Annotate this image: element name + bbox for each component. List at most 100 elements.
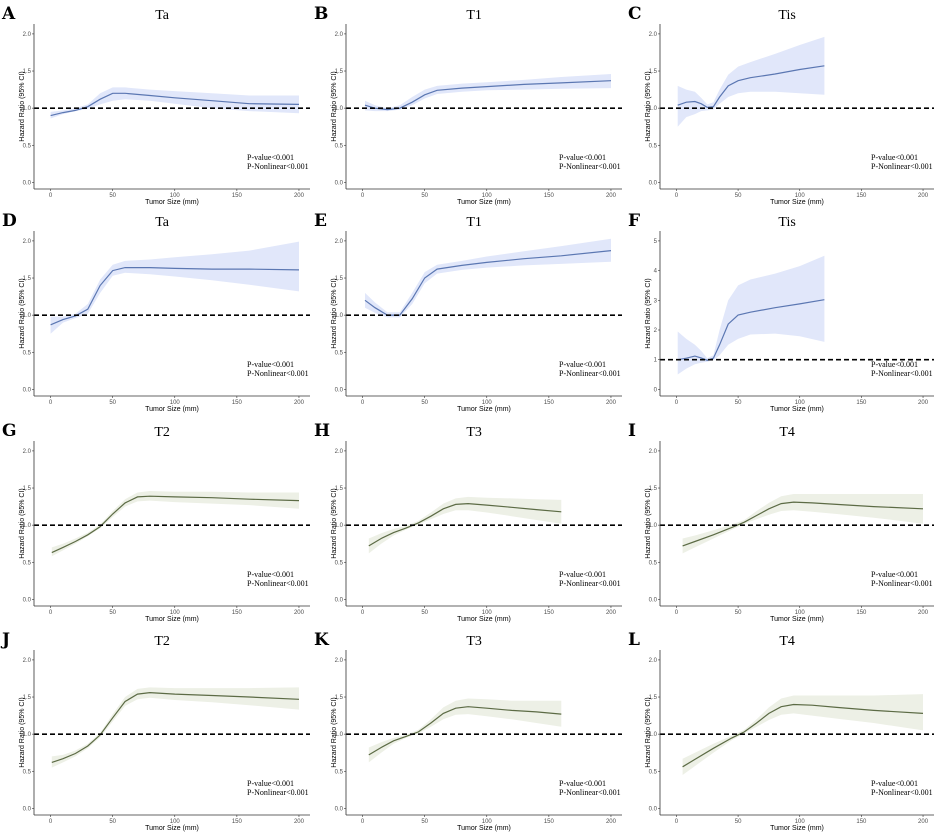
hazard-ratio-line <box>51 691 300 763</box>
ci-band <box>682 494 923 554</box>
x-tick-label: 0 <box>49 193 53 199</box>
y-tick-label: 2.0 <box>23 449 32 455</box>
hazard-ratio-line <box>682 703 924 768</box>
panel-j: 0.0 0.5 1.0 1.5 2.0 0 50 100 150 200 Tumor Size (m… <box>0 630 310 832</box>
panel-letter: D <box>2 211 17 231</box>
panel-h: 0.0 0.5 1.0 1.5 2.0 0 50 100 150 200 Tumor Size (m… <box>314 421 622 623</box>
x-tick-label: 100 <box>795 400 806 406</box>
x-tick-label: 150 <box>544 819 555 825</box>
x-tick-label: 0 <box>675 400 679 406</box>
hazard-ratio-line <box>682 501 924 547</box>
x-tick-label: 100 <box>482 400 493 406</box>
y-tick-label: 1.5 <box>335 695 344 701</box>
x-axis-title: Tumor Size (mm) <box>145 406 199 413</box>
x-tick-label: 0 <box>361 610 365 616</box>
x-tick-label: 100 <box>795 610 806 616</box>
x-tick-label: 150 <box>544 400 555 406</box>
panel-title: T4 <box>779 425 795 440</box>
x-tick-label: 100 <box>795 819 806 825</box>
panel-g: 0.0 0.5 1.0 1.5 2.0 0 50 100 150 200 Tumor Size (m… <box>2 421 310 623</box>
y-tick-label: 0.5 <box>335 143 344 149</box>
x-tick-label: 50 <box>421 193 428 199</box>
ci-band <box>50 87 299 119</box>
y-tick-label: 1.0 <box>649 106 658 112</box>
panel-l: 0.0 0.5 1.0 1.5 2.0 0 50 100 150 200 Tumor Size (m… <box>628 630 934 832</box>
x-tick-label: 100 <box>170 819 181 825</box>
y-tick-label: 1.0 <box>335 732 344 738</box>
y-tick-label: 0.0 <box>335 597 344 603</box>
x-tick-label: 150 <box>232 819 243 825</box>
p-value-text: P-value<0.001 <box>559 570 606 579</box>
x-tick-label: 50 <box>735 819 742 825</box>
x-tick-label: 50 <box>109 400 116 406</box>
y-axis-title: Hazard Ratio (95% CI) <box>19 697 26 767</box>
x-tick-label: 200 <box>606 400 617 406</box>
p-nonlinear-text: P-Nonlinear<0.001 <box>559 162 621 171</box>
x-tick-label: 200 <box>918 610 929 616</box>
hazard-ratio-line <box>51 495 300 554</box>
y-axis-title: Hazard Ratio (95% CI) <box>645 697 652 767</box>
x-tick-label: 50 <box>421 400 428 406</box>
x-tick-label: 100 <box>170 193 181 199</box>
x-axis-title: Tumor Size (mm) <box>457 199 511 206</box>
p-value-text: P-value<0.001 <box>871 779 918 788</box>
y-tick-label: 1.5 <box>23 69 32 75</box>
y-tick-label: 1.5 <box>335 276 344 282</box>
y-axis-title: Hazard Ratio (95% CI) <box>645 488 652 558</box>
y-tick-label: 2.0 <box>335 449 344 455</box>
p-nonlinear-text: P-Nonlinear<0.001 <box>871 579 933 588</box>
y-tick-label: 1.0 <box>23 523 32 529</box>
panel-title: T1 <box>466 215 482 230</box>
p-value-text: P-value<0.001 <box>871 153 918 162</box>
p-nonlinear-text: P-Nonlinear<0.001 <box>247 579 309 588</box>
y-tick-label: 1.0 <box>335 523 344 529</box>
p-nonlinear-text: P-Nonlinear<0.001 <box>871 162 933 171</box>
y-tick-label: 0.0 <box>649 597 658 603</box>
y-tick-label: 2.0 <box>649 32 658 38</box>
y-tick-label: 0.0 <box>649 180 658 186</box>
x-axis-title: Tumor Size (mm) <box>457 616 511 623</box>
x-tick-label: 200 <box>294 193 305 199</box>
x-axis-title: Tumor Size (mm) <box>770 825 824 832</box>
x-tick-label: 100 <box>482 193 493 199</box>
y-tick-label: 1.5 <box>335 69 344 75</box>
y-axis-title: Hazard Ratio (95% CI) <box>19 71 26 141</box>
y-tick-label: 1.5 <box>649 69 658 75</box>
p-nonlinear-text: P-Nonlinear<0.001 <box>247 162 309 171</box>
y-axis-title: Hazard Ratio (95% CI) <box>331 71 338 141</box>
y-tick-label: 0.5 <box>23 769 32 775</box>
panel-letter: H <box>314 421 330 441</box>
y-tick-label: 0.5 <box>335 350 344 356</box>
panel-letter: G <box>2 421 17 441</box>
x-tick-label: 200 <box>294 819 305 825</box>
x-tick-label: 50 <box>735 193 742 199</box>
p-value-text: P-value<0.001 <box>559 360 606 369</box>
x-axis-title: Tumor Size (mm) <box>145 616 199 623</box>
hazard-ratio-line <box>677 299 825 361</box>
panel-letter: E <box>314 211 327 231</box>
x-tick-label: 200 <box>918 193 929 199</box>
x-tick-label: 0 <box>361 400 365 406</box>
ci-band <box>682 694 923 775</box>
y-axis-title: Hazard Ratio (95% CI) <box>331 278 338 348</box>
p-value-text: P-value<0.001 <box>247 779 294 788</box>
y-tick-label: 4 <box>654 269 658 275</box>
hazard-ratio-line <box>50 267 300 326</box>
x-tick-label: 0 <box>361 193 365 199</box>
y-tick-label: 0.0 <box>335 806 344 812</box>
y-axis-title: Hazard Ratio (95% CI) <box>331 697 338 767</box>
y-tick-label: 2.0 <box>335 32 344 38</box>
x-tick-label: 150 <box>856 193 867 199</box>
y-tick-label: 0.5 <box>23 143 32 149</box>
x-tick-label: 100 <box>170 610 181 616</box>
y-tick-label: 1.5 <box>23 276 32 282</box>
ci-band <box>677 36 825 127</box>
x-tick-label: 50 <box>109 819 116 825</box>
y-tick-label: 1.5 <box>23 486 32 492</box>
y-tick-label: 2.0 <box>649 658 658 664</box>
panel-b: 0.0 0.5 1.0 1.5 2.0 0 50 100 150 200 Tumor Size (m… <box>314 4 622 206</box>
x-axis-title: Tumor Size (mm) <box>770 199 824 206</box>
y-tick-label: 0.0 <box>335 387 344 393</box>
panel-title: T3 <box>466 634 482 649</box>
